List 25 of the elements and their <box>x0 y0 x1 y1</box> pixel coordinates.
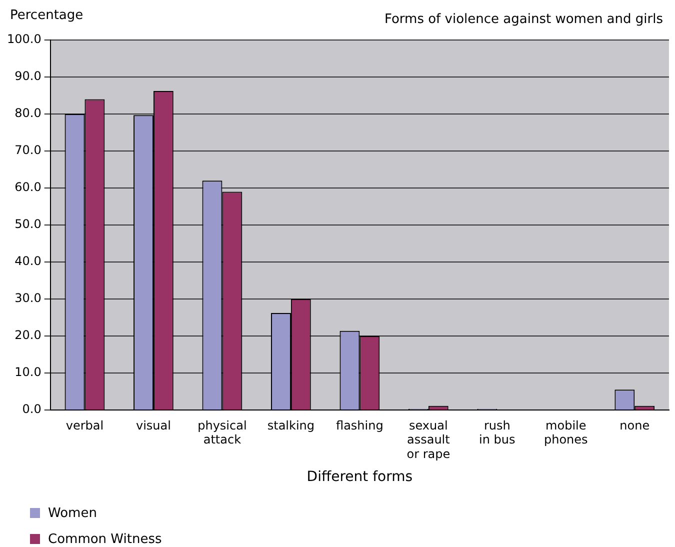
x-tick-label: none <box>620 418 650 432</box>
y-tick-label: 70.0 <box>14 143 42 158</box>
y-tick-label: 60.0 <box>14 180 42 194</box>
legend-label: Common Witness <box>48 532 162 546</box>
y-tick-label: 10.0 <box>14 365 42 380</box>
y-tick-label: 20.0 <box>14 328 42 342</box>
x-tick-label: stalking <box>267 418 315 432</box>
x-tick-label: mobile phones <box>544 418 588 447</box>
x-tick-label: visual <box>136 418 171 432</box>
x-axis-title: Different forms <box>306 469 413 486</box>
y-tick-label: 80.0 <box>14 106 42 120</box>
y-tick-label: 50.0 <box>14 217 42 232</box>
legend-label: Women <box>48 506 97 520</box>
y-tick-label: 30.0 <box>14 291 42 306</box>
x-tick-label: physical attack <box>198 418 247 447</box>
y-tick-label: 0.0 <box>22 402 42 416</box>
chart-title: Forms of violence against women and girls <box>384 12 663 27</box>
x-tick-label: rush in bus <box>479 418 516 447</box>
x-tick-label: verbal <box>66 418 104 432</box>
y-tick-label: 100.0 <box>6 32 42 46</box>
x-tick-label: flashing <box>336 418 384 432</box>
y-axis-title: Percentage <box>10 8 84 23</box>
y-tick-label: 40.0 <box>14 254 42 268</box>
x-tick-label: sexual assault or rape <box>406 418 450 462</box>
y-tick-label: 90.0 <box>14 69 42 84</box>
